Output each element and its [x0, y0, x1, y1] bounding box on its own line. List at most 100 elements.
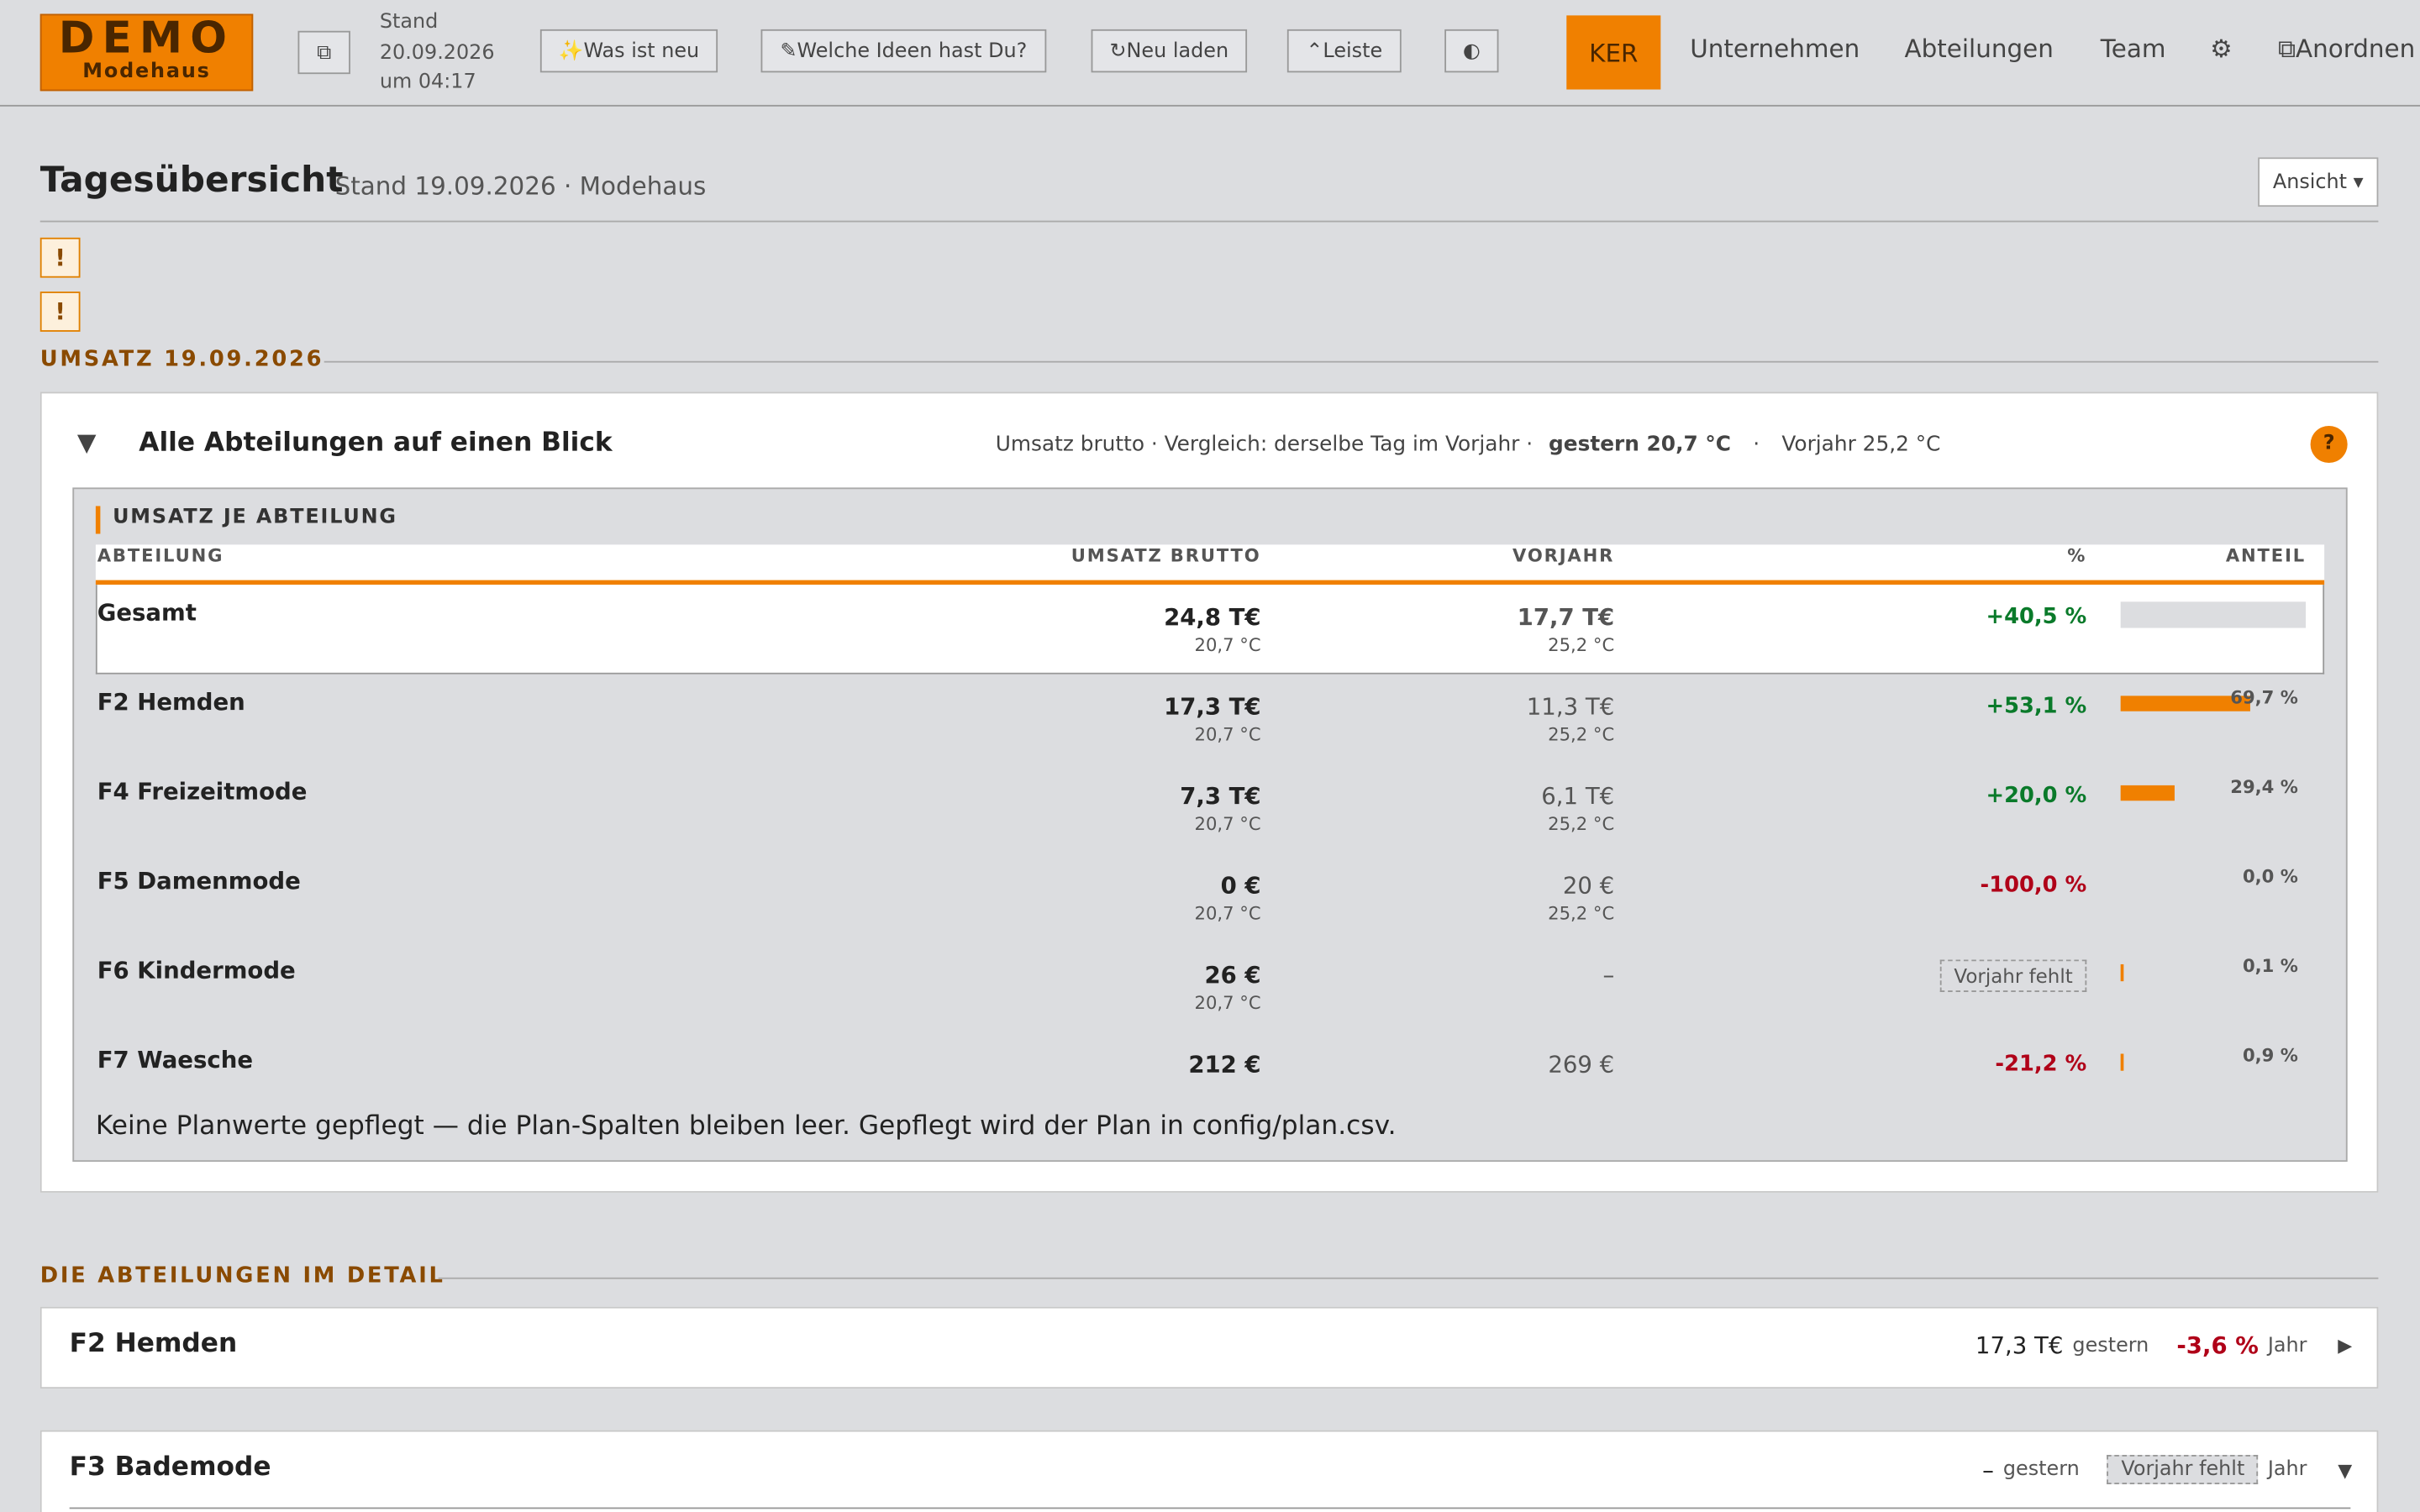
- change: -21,2 %: [1995, 1052, 2087, 1078]
- ideas-button[interactable]: ✎Welche Ideen hast Du?: [760, 29, 1047, 73]
- detail-card[interactable]: [39, 1430, 2379, 1512]
- prev-year: 269 €: [1548, 1050, 1615, 1079]
- revenue-temp: 20,7 °C: [1194, 992, 1261, 1014]
- detail-change: -3,6 %: [2176, 1331, 2259, 1360]
- detail-badge: Vorjahr fehlt: [2107, 1455, 2259, 1484]
- prev-year: 20 €: [1562, 871, 1615, 900]
- info-text: Umsatz brutto · Vergleich: derselbe Tag …: [995, 432, 1534, 457]
- detail-summary: – gestern Vorjahr fehlt Jahr ▼: [1982, 1455, 2352, 1484]
- settings-button[interactable]: ⚙: [2210, 34, 2233, 64]
- prev-temp: 25,2 °C: [1548, 812, 1615, 835]
- prev-year: 11,3 T€: [1526, 692, 1615, 721]
- change: +40,5 %: [1986, 605, 2087, 630]
- nav-active[interactable]: KER: [1566, 15, 1661, 90]
- page-title: Tagesübersicht: [39, 160, 344, 201]
- share-bar: [2120, 1053, 2123, 1071]
- alert-badge[interactable]: !: [39, 291, 81, 332]
- prev-year: –: [1602, 961, 1615, 990]
- total-bar: [2120, 601, 2307, 628]
- whats-new-button[interactable]: ✨Was ist neu: [539, 29, 718, 73]
- logo-title: DEMO: [58, 12, 235, 64]
- nav-link[interactable]: Unternehmen: [1690, 34, 1860, 64]
- card-toggle[interactable]: ▼: [76, 427, 97, 457]
- detail-toggle[interactable]: ▶: [2338, 1334, 2353, 1357]
- view-button[interactable]: Ansicht ▾: [2258, 157, 2379, 207]
- prev-temp: 25,2 °C: [1548, 723, 1615, 746]
- divider: [438, 1277, 2379, 1279]
- detail-value: 17,3 T€: [1975, 1331, 2064, 1360]
- revenue-temp: 20,7 °C: [1194, 633, 1261, 656]
- divider: [324, 360, 2379, 363]
- revenue-temp: 20,7 °C: [1194, 902, 1261, 925]
- section-heading: DIE ABTEILUNGEN IM DETAIL: [39, 1263, 445, 1289]
- row-name: F4 Freizeitmode: [97, 777, 308, 806]
- row-name: F7 Waesche: [97, 1046, 254, 1074]
- table-heading: UMSATZ JE ABTEILUNG: [113, 506, 397, 530]
- share-bar: [2120, 785, 2175, 801]
- detail-change-note: Jahr: [2267, 1333, 2307, 1357]
- prev-temp: 25,2 °C: [1548, 902, 1615, 925]
- share-label: 29,4 %: [2230, 775, 2298, 798]
- detail-name: F3 Bademode: [69, 1452, 271, 1483]
- stand-date: 20.09.2026: [379, 40, 495, 65]
- column-header: %: [2067, 544, 2087, 567]
- share-bar: [2120, 963, 2123, 982]
- info-prev-year: Vorjahr 25,2 °C: [1781, 432, 1941, 457]
- logo-subtitle: Modehaus: [82, 60, 211, 84]
- row-name: F5 Damenmode: [97, 867, 301, 895]
- change: -100,0 %: [1980, 873, 2087, 898]
- header: [0, 0, 2420, 107]
- table-header-rule: [95, 580, 2325, 585]
- detail-change-note: Jahr: [2267, 1457, 2307, 1482]
- reload-button[interactable]: ↻Neu laden: [1091, 29, 1248, 73]
- stand-time: um 04:17: [379, 71, 476, 95]
- row-name: F2 Hemden: [97, 688, 245, 717]
- total-row-bg: [95, 585, 2325, 675]
- column-header: ABTEILUNG: [97, 544, 224, 567]
- info-separator: ·: [1753, 432, 1760, 457]
- share-label: 0,0 %: [2242, 865, 2298, 888]
- stand-info: Stand 20.09.2026 um 04:17: [380, 8, 495, 97]
- table-accent: [95, 506, 101, 534]
- change: +53,1 %: [1986, 694, 2087, 719]
- arrange-button[interactable]: ⧉Anordnen: [2278, 34, 2416, 64]
- nav-link[interactable]: Abteilungen: [1904, 34, 2054, 64]
- table-header-row: [95, 544, 2325, 582]
- share-bar: [2120, 696, 2250, 711]
- copy-button[interactable]: ⧉: [297, 30, 350, 75]
- toolbar-button[interactable]: ⌃Leiste: [1286, 29, 1402, 73]
- share-label: 0,1 %: [2242, 954, 2298, 977]
- prev-year: 17,7 T€: [1517, 603, 1615, 632]
- theme-button[interactable]: ◐: [1444, 29, 1499, 73]
- revenue: 7,3 T€: [1180, 782, 1261, 811]
- revenue: 17,3 T€: [1164, 692, 1261, 721]
- revenue: 24,8 T€: [1164, 603, 1261, 632]
- detail-card[interactable]: [39, 1306, 2379, 1389]
- page-subtitle: Stand 19.09.2026 · Modehaus: [334, 171, 707, 201]
- detail-toggle[interactable]: ▼: [2338, 1458, 2353, 1481]
- alert-badge[interactable]: !: [39, 237, 81, 278]
- prev-temp: 25,2 °C: [1548, 633, 1615, 656]
- change: +20,0 %: [1986, 784, 2087, 809]
- logo[interactable]: DEMO Modehaus: [39, 12, 254, 92]
- table-note: Keine Planwerte gepflegt — die Plan-Spal…: [95, 1110, 1397, 1142]
- prev-year: 6,1 T€: [1541, 782, 1615, 811]
- revenue: 26 €: [1204, 961, 1261, 990]
- detail-value-note: gestern: [2002, 1457, 2080, 1482]
- nav-link[interactable]: Team: [2100, 34, 2166, 64]
- info-yesterday: gestern 20,7 °C: [1549, 432, 1731, 457]
- column-header: VORJAHR: [1512, 544, 1615, 567]
- revenue-temp: 20,7 °C: [1194, 723, 1261, 746]
- help-button[interactable]: ?: [2310, 425, 2348, 464]
- section-heading: UMSATZ 19.09.2026: [39, 347, 324, 372]
- stand-label: Stand: [379, 10, 439, 34]
- share-label: 0,9 %: [2242, 1044, 2298, 1067]
- card-title: Alle Abteilungen auf einen Blick: [139, 427, 613, 459]
- column-header: ANTEIL: [2225, 544, 2307, 567]
- detail-value-note: gestern: [2072, 1333, 2149, 1357]
- missing-badge: Vorjahr fehlt: [1939, 959, 2087, 993]
- revenue: 0 €: [1220, 871, 1261, 900]
